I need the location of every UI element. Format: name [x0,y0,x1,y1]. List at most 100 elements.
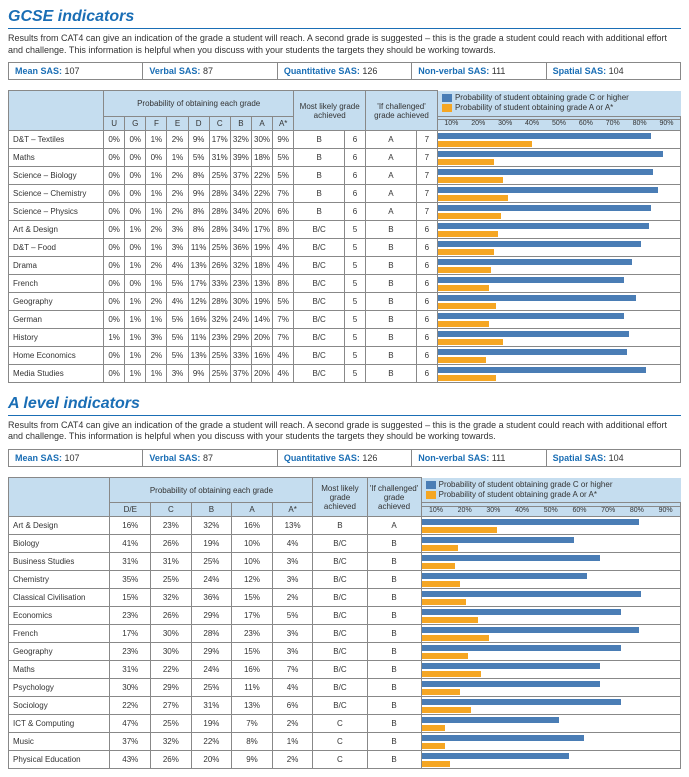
bar-a [422,653,469,659]
grade-cell: 8% [232,733,273,751]
bar-c [438,331,629,337]
grade-head: A* [273,116,294,130]
subject-cell: ICT & Computing [9,715,110,733]
grade-cell: 4% [272,679,313,697]
legend-a-box [442,104,452,112]
subject-cell: French [9,274,104,292]
grade-cell: 11% [232,679,273,697]
section-desc: Results from CAT4 can give an indication… [8,33,681,56]
grade-head: A [232,503,273,517]
bar-c [438,277,624,283]
grade-cell: 15% [232,643,273,661]
grade-head: C [151,503,192,517]
axis-tick: 80% [626,120,653,127]
grade-head: C [209,116,230,130]
grade-cell: 17% [232,607,273,625]
grade-cell: 8% [188,220,209,238]
grade-cell: 23% [209,328,230,346]
subject-cell: Drama [9,256,104,274]
mean-sas-value: 107 [65,66,80,76]
grade-cell: 12% [232,571,273,589]
if-challenged-cell: A [366,166,417,184]
grade-cell: 37% [110,733,151,751]
chart-cell [437,310,680,328]
bar-c [438,133,651,139]
bar-a [438,231,499,237]
head-prob: Probability of obtaining each grade [110,478,313,503]
grade-cell: 25% [209,364,230,382]
grade-cell: 2% [272,751,313,769]
chart-cell [437,292,680,310]
grade-cell: 3% [272,643,313,661]
axis-tick: 80% [623,507,652,514]
subject-cell: Home Economics [9,346,104,364]
grade-cell: 5% [273,148,294,166]
most-likely-num: 5 [344,274,365,292]
bar-c [422,573,587,579]
grade-cell: 4% [272,535,313,553]
if-challenged-cell: B [367,607,421,625]
grade-cell: 5% [167,346,188,364]
spatial-sas-value: 104 [609,66,624,76]
bar-a [438,375,496,381]
chart-cell [421,643,680,661]
bar-c [438,223,649,229]
grade-cell: 13% [188,346,209,364]
grade-cell: 1% [146,202,167,220]
grade-cell: 3% [272,571,313,589]
grade-cell: 30% [110,679,151,697]
grade-cell: 1% [125,220,146,238]
section-title: A level indicators [8,395,681,416]
bar-a [422,689,461,695]
most-likely-cell: B [294,184,345,202]
grade-cell: 9% [188,364,209,382]
grade-cell: 3% [272,625,313,643]
bar-a [422,545,458,551]
grade-cell: 25% [151,715,192,733]
grade-cell: 13% [188,256,209,274]
most-likely-cell: B/C [294,310,345,328]
grade-cell: 34% [230,184,251,202]
grade-cell: 37% [230,364,251,382]
grade-cell: 3% [272,553,313,571]
bar-c [438,259,632,265]
axis-tick: 30% [479,507,508,514]
grade-cell: 0% [146,148,167,166]
sas-row: Mean SAS: 107 Verbal SAS: 87 Quantitativ… [8,449,681,467]
axis-tick: 70% [599,120,626,127]
grade-cell: 0% [125,184,146,202]
table-row: D&T – Food 0%0%1%3%11%25%36%19%4% B/C5 B… [9,238,681,256]
most-likely-cell: B [294,166,345,184]
grade-cell: 13% [272,517,313,535]
grade-cell: 19% [191,715,232,733]
bar-a [438,321,489,327]
grade-cell: 25% [209,238,230,256]
if-challenged-cell: B [366,346,417,364]
table-row: Maths 31%22%24%16%7% B/C B [9,661,681,679]
most-likely-num: 5 [344,328,365,346]
head-most-likely: Most likely grade achieved [313,478,367,517]
subject-cell: Maths [9,148,104,166]
grade-cell: 20% [251,202,272,220]
bar-a [438,195,508,201]
chart-cell [437,148,680,166]
quant-sas-value: 126 [362,66,377,76]
bar-c [422,663,600,669]
table-row: Drama 0%1%2%4%13%26%32%18%4% B/C5 B6 [9,256,681,274]
grade-cell: 1% [125,364,146,382]
subject-cell: Psychology [9,679,110,697]
grade-cell: 2% [167,184,188,202]
grade-cell: 17% [188,274,209,292]
grade-cell: 2% [146,220,167,238]
grade-cell: 22% [110,697,151,715]
head-prob: Probability of obtaining each grade [104,91,294,116]
grade-cell: 28% [209,220,230,238]
grade-cell: 30% [151,625,192,643]
grade-cell: 4% [273,256,294,274]
most-likely-num: 5 [344,364,365,382]
legend-a-box [426,491,436,499]
grade-cell: 1% [146,184,167,202]
if-challenged-num: 7 [416,202,437,220]
table-row: Music 37%32%22%8%1% C B [9,733,681,751]
if-challenged-cell: B [367,715,421,733]
